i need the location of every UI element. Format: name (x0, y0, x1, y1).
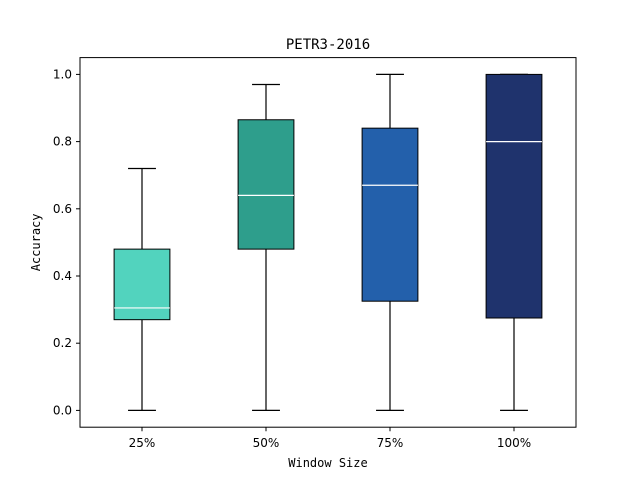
y-tick-label: 0.2 (53, 336, 72, 350)
x-tick-label: 75% (377, 436, 404, 450)
box-3-iqr-box (361, 127, 419, 302)
x-axis-label: Window Size (288, 456, 367, 470)
y-tick-label: 0.0 (53, 403, 72, 417)
y-tick-label: 1.0 (53, 67, 72, 81)
box-4-iqr-box (485, 73, 543, 319)
box-2-iqr-box (237, 119, 295, 250)
x-tick-label: 100% (497, 436, 531, 450)
y-axis-label: Accuracy (29, 214, 43, 272)
y-tick-label: 0.4 (53, 269, 72, 283)
x-tick-label: 50% (253, 436, 280, 450)
axes-frame (79, 57, 577, 428)
chart-title: PETR3-2016 (286, 37, 370, 53)
x-tick-label: 25% (129, 436, 156, 450)
box-1-iqr-box (113, 248, 171, 321)
y-tick-label: 0.6 (53, 202, 72, 216)
y-tick-label: 0.8 (53, 135, 72, 149)
plot-area (113, 73, 543, 411)
